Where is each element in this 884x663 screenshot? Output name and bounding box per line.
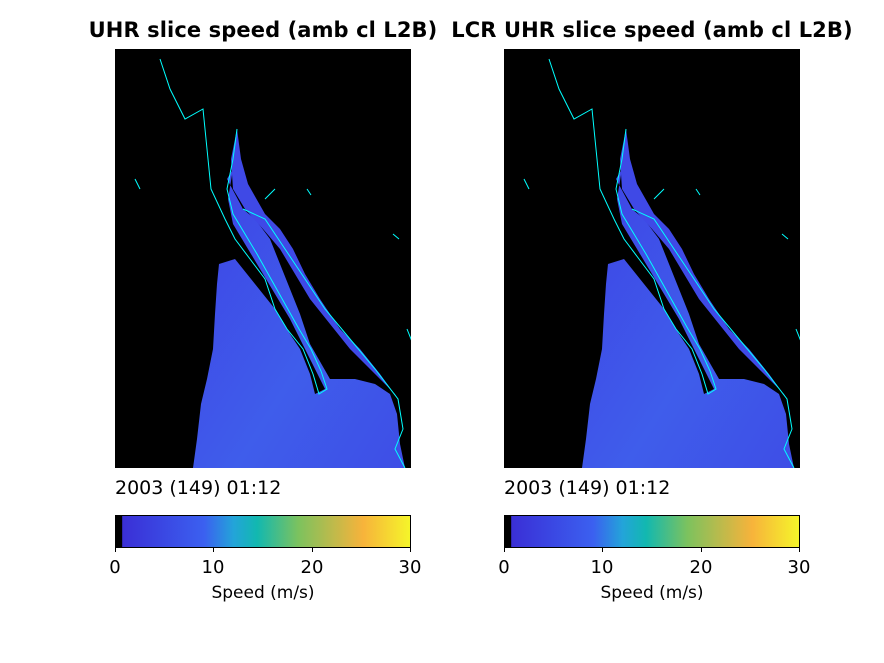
right-colorbar-tick <box>504 547 505 552</box>
right-colorbar-tick-label: 0 <box>498 557 510 578</box>
right-wind-speed-map <box>504 49 800 468</box>
left-colorbar-tick-label: 0 <box>109 557 121 578</box>
right-colorbar-tick <box>602 547 603 552</box>
right-ocean-swath <box>582 129 794 468</box>
left-colorbar-tick <box>410 547 411 552</box>
left-timestamp: 2003 (149) 01:12 <box>115 477 282 499</box>
left-panel: UHR slice speed (amb cl L2B) <box>89 0 438 663</box>
left-panel-title: UHR slice speed (amb cl L2B) <box>88 18 438 42</box>
right-colorbar-tick-label: 10 <box>590 557 614 578</box>
right-panel-title: LCR UHR slice speed (amb cl L2B) <box>451 18 853 42</box>
left-map-svg <box>134 58 411 468</box>
left-colorbar-label: Speed (m/s) <box>211 583 315 603</box>
left-colorbar-tick <box>312 547 313 552</box>
left-coastline <box>134 58 411 468</box>
right-map-svg <box>523 58 800 468</box>
left-wind-speed-map <box>115 49 411 468</box>
right-colorbar-tick <box>701 547 702 552</box>
left-colorbar-tick <box>115 547 116 552</box>
left-colorbar-tick <box>213 547 214 552</box>
left-colorbar-tick-label: 20 <box>300 557 324 578</box>
right-colorbar-tick-label: 20 <box>689 557 713 578</box>
right-colorbar <box>504 515 800 548</box>
left-colorbar-tick-label: 10 <box>201 557 225 578</box>
left-ocean-swath <box>193 129 405 468</box>
right-colorbar-label: Speed (m/s) <box>600 583 704 603</box>
left-colorbar <box>115 515 411 548</box>
right-panel: LCR UHR slice speed (amb cl L2B) <box>451 0 852 663</box>
right-coastline <box>523 58 800 468</box>
right-timestamp: 2003 (149) 01:12 <box>504 477 671 499</box>
right-colorbar-tick <box>799 547 800 552</box>
left-colorbar-tick-label: 30 <box>398 557 422 578</box>
right-colorbar-tick-label: 30 <box>787 557 811 578</box>
